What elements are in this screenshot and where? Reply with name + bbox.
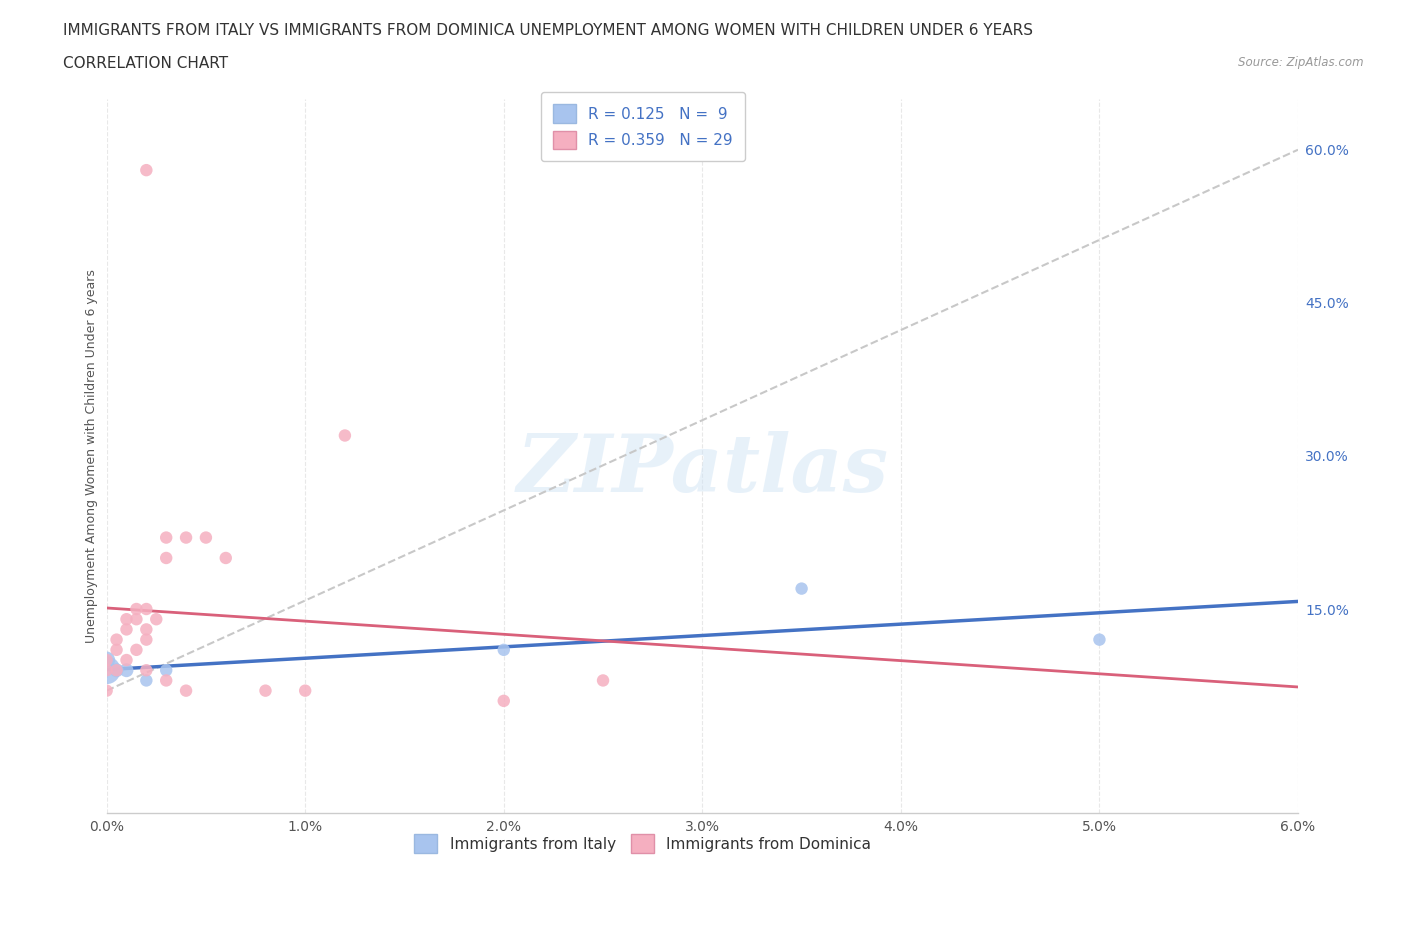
Point [125, 612, 148, 627]
Point [145, 612, 167, 627]
Point [115, 663, 138, 678]
Text: CORRELATION CHART: CORRELATION CHART [63, 56, 228, 71]
Text: ZIPatlas: ZIPatlas [516, 432, 889, 509]
Point [105, 663, 128, 678]
Point [333, 428, 356, 443]
Point [155, 673, 177, 688]
Point [492, 694, 515, 709]
Point [294, 684, 316, 698]
Point [96, 653, 118, 668]
Point [135, 163, 157, 178]
Point [96, 663, 118, 678]
Text: Source: ZipAtlas.com: Source: ZipAtlas.com [1239, 56, 1364, 69]
Point [135, 632, 157, 647]
Point [174, 530, 197, 545]
Legend: Immigrants from Italy, Immigrants from Dominica: Immigrants from Italy, Immigrants from D… [408, 829, 877, 859]
Point [96, 663, 118, 678]
Point [1088, 632, 1111, 647]
Point [96, 653, 118, 668]
Point [135, 602, 157, 617]
Point [155, 551, 177, 565]
Point [115, 653, 138, 668]
Point [125, 643, 148, 658]
Point [790, 581, 813, 596]
Point [125, 602, 148, 617]
Point [105, 643, 128, 658]
Point [155, 530, 177, 545]
Point [174, 684, 197, 698]
Point [115, 612, 138, 627]
Point [155, 663, 177, 678]
Text: IMMIGRANTS FROM ITALY VS IMMIGRANTS FROM DOMINICA UNEMPLOYMENT AMONG WOMEN WITH : IMMIGRANTS FROM ITALY VS IMMIGRANTS FROM… [63, 23, 1033, 38]
Point [194, 530, 217, 545]
Y-axis label: Unemployment Among Women with Children Under 6 years: Unemployment Among Women with Children U… [86, 269, 98, 643]
Point [135, 673, 157, 688]
Point [492, 643, 515, 658]
Point [592, 673, 614, 688]
Point [215, 551, 238, 565]
Point [105, 632, 128, 647]
Point [115, 622, 138, 637]
Point [96, 684, 118, 698]
Point [135, 622, 157, 637]
Point [105, 663, 128, 678]
Point [135, 663, 157, 678]
Point [254, 684, 277, 698]
